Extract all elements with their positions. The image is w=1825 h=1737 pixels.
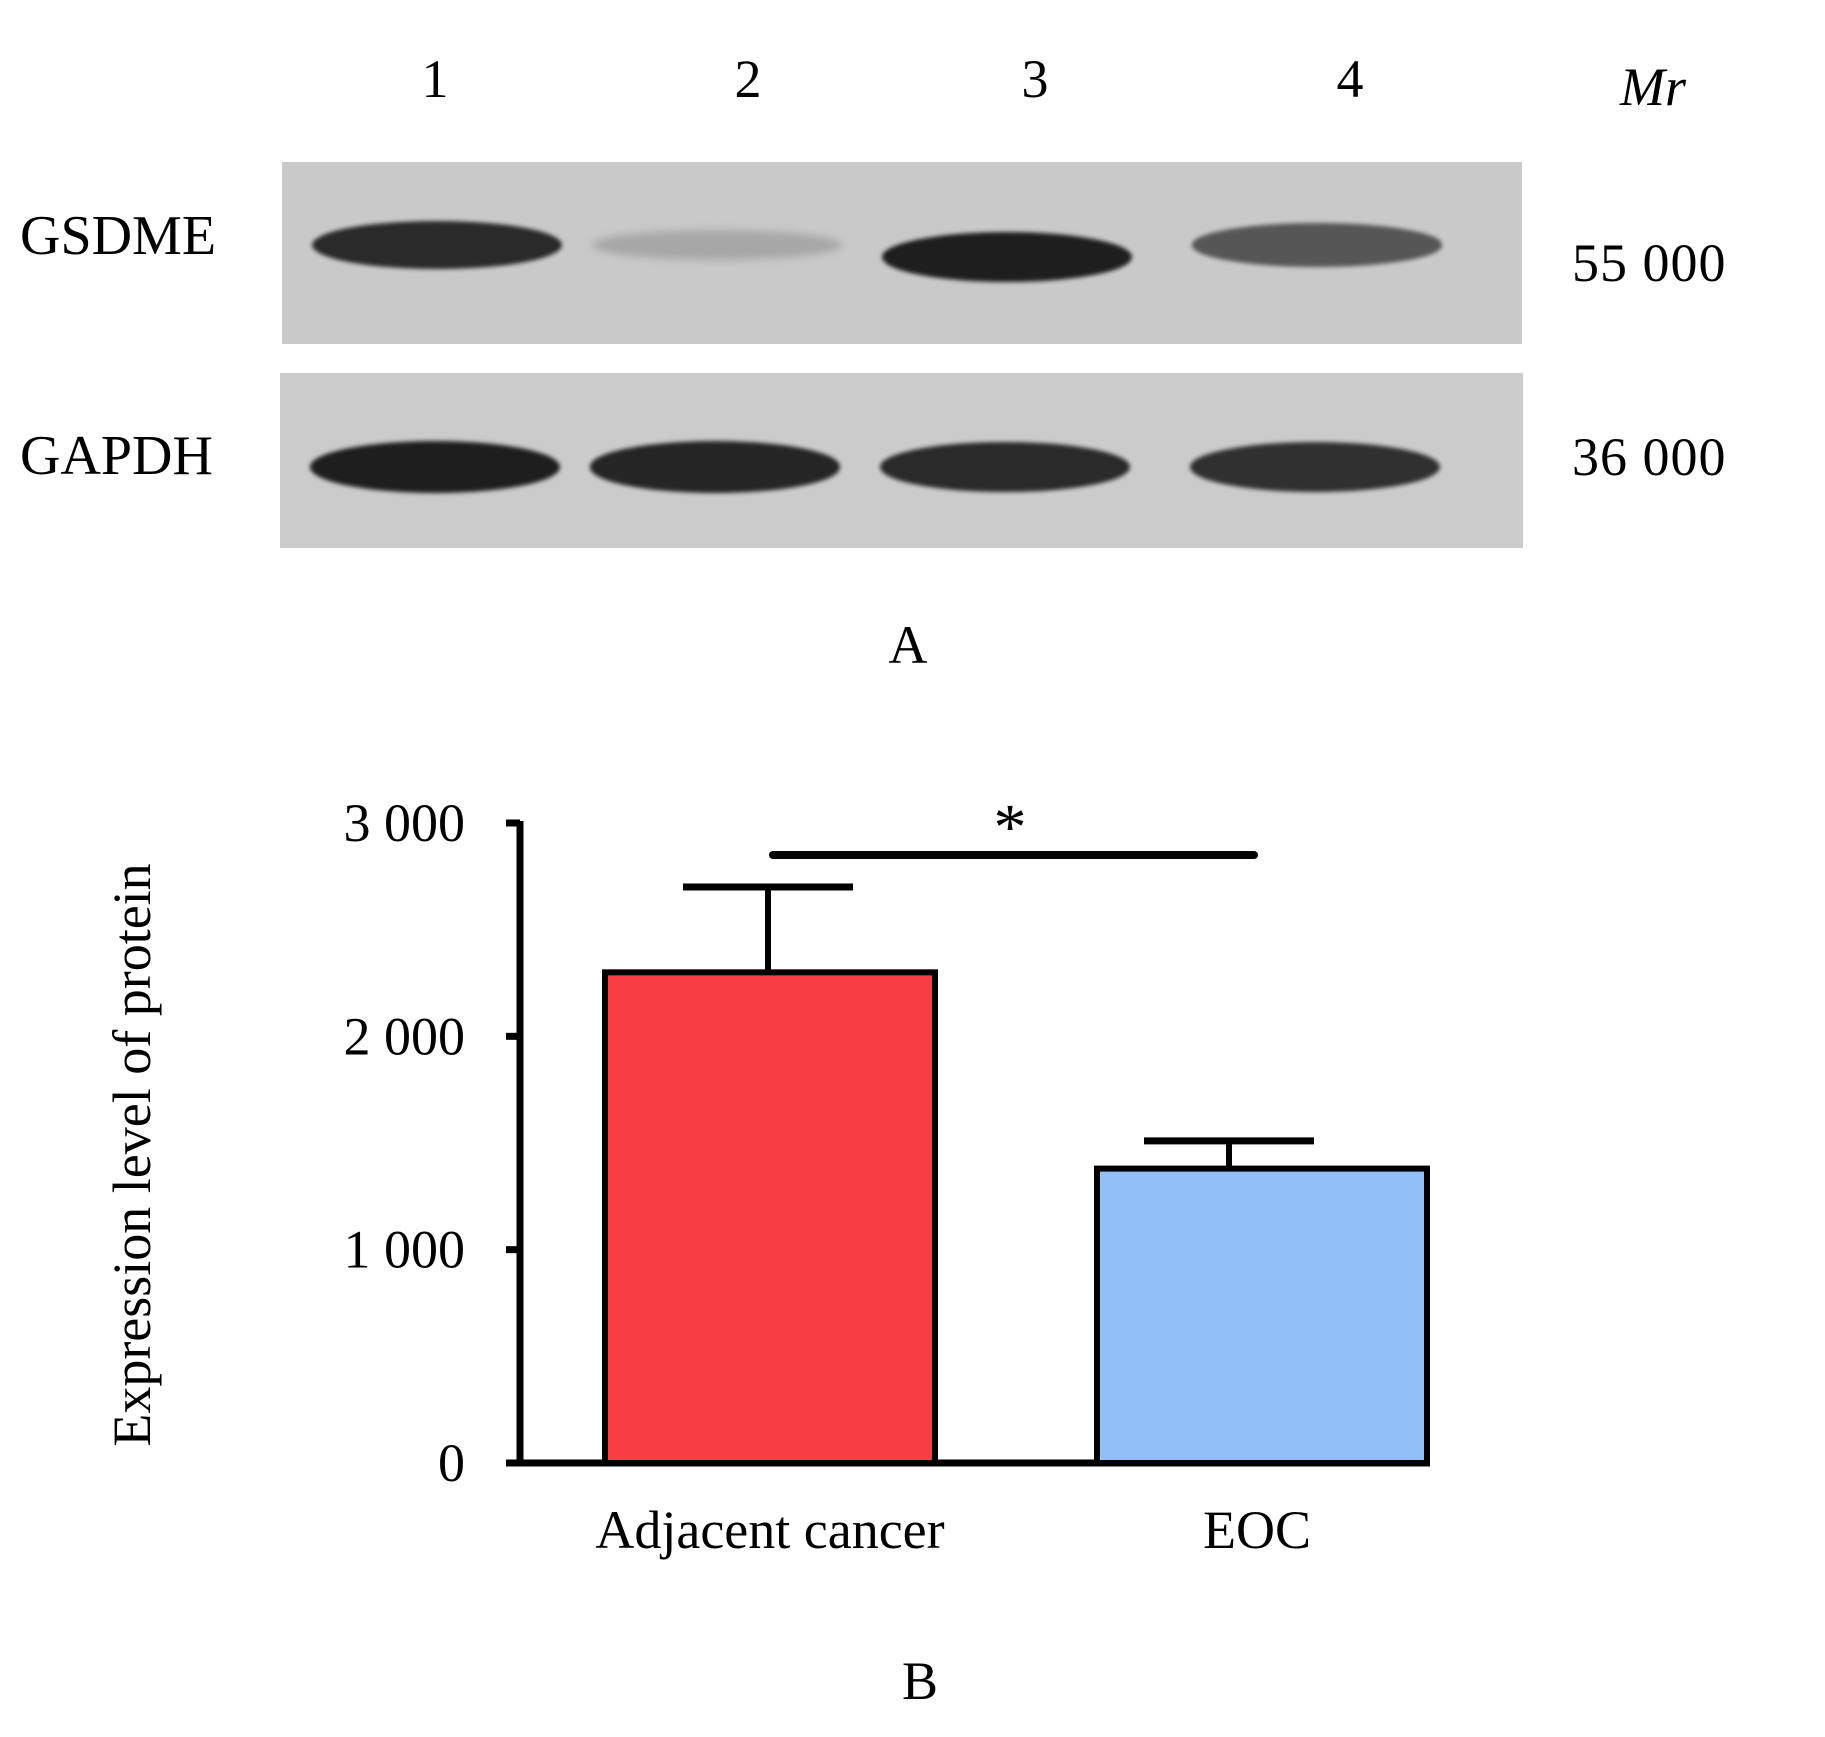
blot-row-mr-gsdme: 55 000 [1572,233,1727,293]
blot-row-mr-gapdh: 36 000 [1572,427,1727,487]
mr-header: Mr [1620,57,1686,117]
significance-marker: * [769,791,1258,864]
blot-band-gapdh-lane-3 [880,441,1130,493]
y-tick-label: 1 000 [344,1220,466,1280]
panel-label-b: B [901,1651,939,1711]
blot-strip-gsdme [282,162,1522,344]
blot-row-label-gsdme: GSDME [20,205,217,267]
blot-row-label-gapdh: GAPDH [20,425,213,487]
chart-bars: Adjacent cancer EOC [595,883,1430,1560]
blot-band-gsdme-lane-1 [312,220,562,270]
blot-band-gsdme-lane-2 [592,230,842,260]
lane-label-2: 2 [734,49,762,109]
lane-label-3: 3 [1021,49,1049,109]
blot-band-gsdme-lane-4 [1192,223,1442,267]
blot-band-gapdh-lane-1 [310,441,560,493]
lane-label-1: 1 [421,49,449,109]
blot-band-gsdme-lane-3 [882,232,1132,282]
blot-strip-gapdh [280,373,1523,548]
y-tick-label: 0 [438,1433,465,1493]
bar-adjacent-cancer [602,969,938,1466]
blot-band-gapdh-lane-4 [1190,442,1440,492]
bar-eoc [1094,1165,1430,1466]
y-tick-label: 3 000 [344,793,466,853]
blot-band-gapdh-lane-2 [590,441,840,493]
x-category-label: EOC [1203,1500,1311,1560]
significance-star: * [994,791,1027,864]
y-tick-label: 2 000 [344,1006,466,1066]
chart-ticks: 0 1 000 2 000 3 000 [344,793,520,1493]
x-category-label: Adjacent cancer [595,1500,944,1560]
chart-axes [516,821,1430,1467]
y-axis-label: Expression level of protein [102,863,162,1446]
lane-label-4: 4 [1336,49,1364,109]
panel-label-a: A [888,615,928,675]
